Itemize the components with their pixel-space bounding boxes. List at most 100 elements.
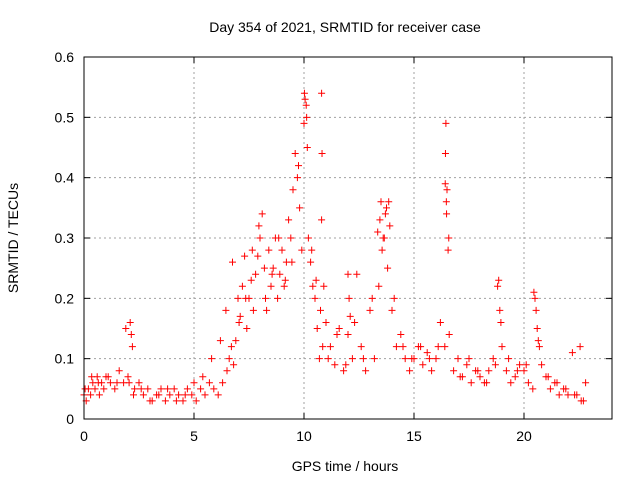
data-point — [268, 270, 276, 278]
y-tick-label: 0.5 — [55, 109, 75, 125]
chart-title: Day 354 of 2021, SRMTID for receiver cas… — [209, 19, 481, 35]
data-point — [128, 343, 136, 351]
data-point — [362, 367, 370, 375]
data-point — [401, 355, 409, 363]
data-point — [252, 270, 260, 278]
data-point — [392, 343, 400, 351]
data-point — [333, 331, 341, 339]
data-point — [318, 89, 326, 97]
data-point — [267, 282, 275, 290]
data-point — [344, 331, 352, 339]
data-point — [315, 355, 323, 363]
data-point — [307, 258, 315, 266]
data-point — [243, 325, 251, 332]
data-point — [441, 180, 449, 188]
data-point — [303, 113, 311, 121]
data-point — [344, 270, 352, 278]
data-point — [303, 144, 311, 151]
data-point — [293, 174, 301, 182]
data-point — [210, 385, 218, 393]
data-point — [555, 391, 563, 399]
data-point — [205, 379, 213, 387]
data-point — [201, 391, 209, 399]
x-tick-label: 15 — [406, 428, 422, 444]
data-point — [214, 391, 222, 399]
data-point — [291, 150, 299, 158]
data-point — [450, 367, 458, 375]
data-point — [236, 312, 244, 320]
data-point — [234, 294, 242, 302]
data-point — [465, 355, 473, 363]
data-point — [531, 294, 539, 302]
data-point — [262, 294, 269, 302]
data-point — [445, 234, 453, 242]
data-point — [113, 379, 121, 387]
data-point — [489, 355, 497, 363]
data-point — [130, 391, 137, 399]
data-point — [242, 294, 250, 302]
data-point — [106, 379, 114, 387]
x-tick-label: 10 — [296, 428, 312, 444]
data-point — [269, 264, 277, 272]
data-point — [357, 343, 365, 351]
data-point — [524, 379, 532, 387]
data-point — [544, 373, 552, 381]
data-point — [443, 210, 451, 218]
data-point — [131, 385, 139, 393]
data-point — [104, 373, 112, 381]
x-tick-label: 5 — [190, 428, 198, 444]
data-point — [281, 276, 289, 284]
data-point — [571, 391, 579, 399]
data-point — [172, 397, 180, 405]
data-point — [532, 306, 540, 314]
data-point — [285, 216, 293, 224]
data-point — [181, 391, 189, 399]
data-point — [308, 246, 316, 254]
data-point — [436, 318, 444, 326]
data-point — [287, 234, 295, 242]
data-point — [125, 379, 133, 387]
data-point — [247, 276, 255, 284]
data-point — [568, 349, 576, 357]
data-point — [366, 306, 374, 314]
data-point — [476, 373, 484, 381]
y-tick-label: 0.4 — [55, 170, 75, 186]
data-point — [190, 379, 198, 387]
data-point — [91, 385, 99, 393]
data-point — [260, 264, 268, 272]
data-point — [127, 331, 135, 339]
data-point — [318, 150, 326, 158]
data-point — [302, 101, 310, 109]
data-point — [87, 391, 95, 399]
data-point — [135, 379, 143, 387]
data-point — [188, 391, 196, 399]
data-point — [326, 343, 334, 351]
data-point — [312, 276, 320, 284]
data-point — [507, 379, 515, 387]
data-point — [164, 385, 172, 393]
data-point — [324, 355, 332, 363]
data-point — [408, 355, 416, 363]
data-point — [442, 198, 450, 206]
y-tick-label: 0.1 — [55, 351, 75, 367]
data-point — [296, 204, 304, 212]
data-point — [208, 355, 216, 363]
data-point — [399, 343, 407, 351]
data-point — [289, 186, 297, 194]
data-point — [376, 216, 384, 224]
data-point — [397, 331, 405, 339]
data-point — [342, 361, 350, 369]
data-point — [157, 385, 165, 393]
data-point — [146, 397, 154, 405]
data-point — [238, 282, 246, 290]
data-point — [425, 355, 433, 363]
x-tick-label: 0 — [80, 428, 88, 444]
data-point — [124, 373, 132, 381]
x-tick-label: 20 — [516, 428, 532, 444]
data-point — [229, 258, 236, 266]
data-point — [249, 306, 257, 314]
data-point — [230, 361, 238, 369]
data-point — [300, 89, 308, 97]
data-point — [359, 355, 367, 363]
